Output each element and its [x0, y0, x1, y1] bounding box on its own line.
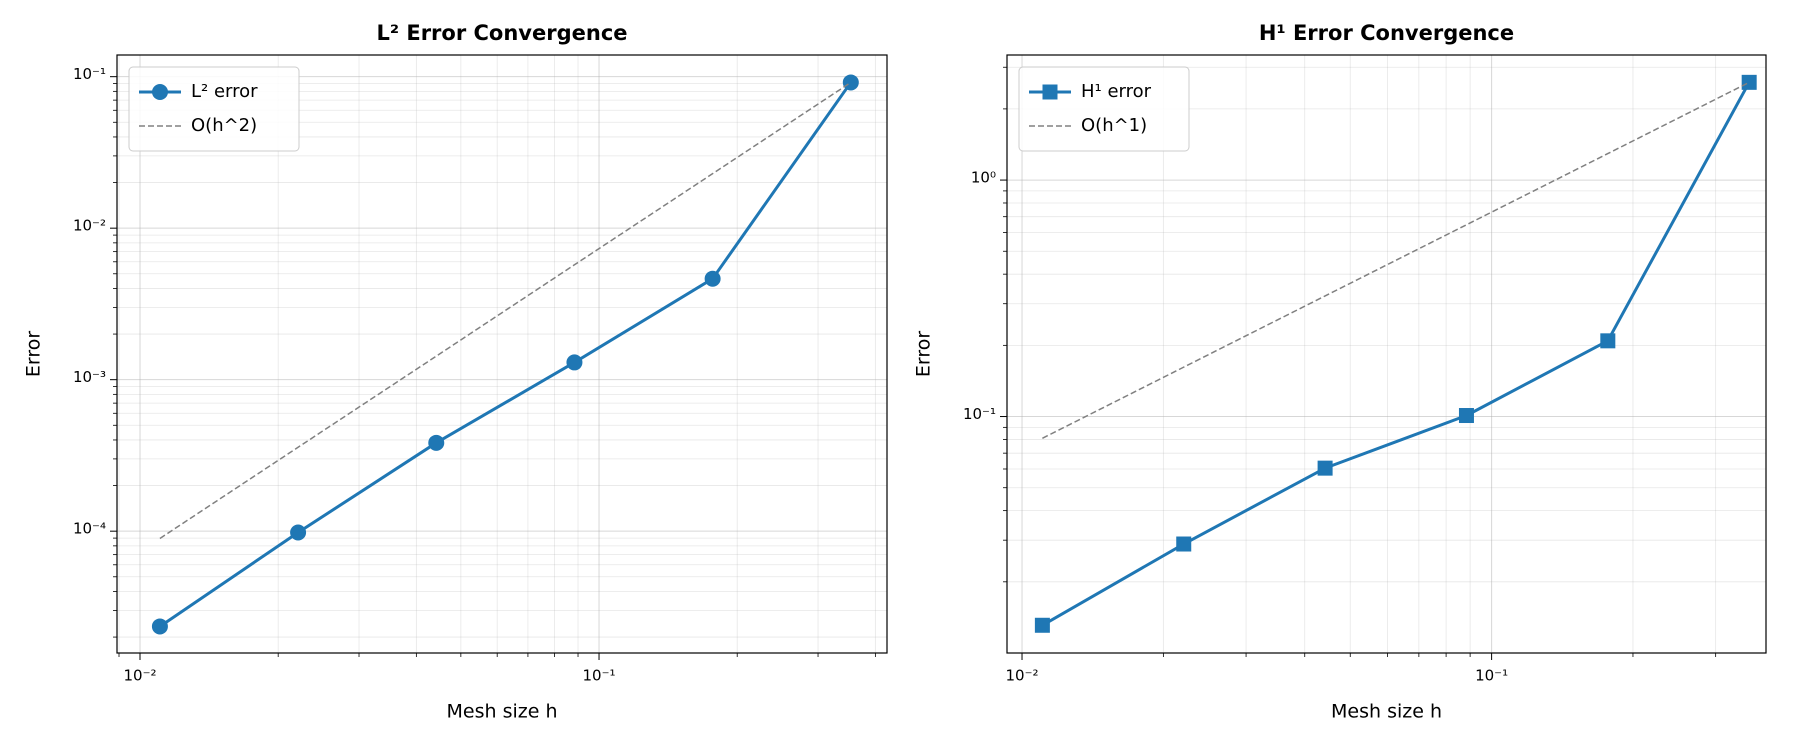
marker — [704, 270, 721, 287]
marker — [290, 524, 307, 541]
marker — [1600, 333, 1616, 349]
y-axis-label: Error — [913, 331, 935, 378]
y-tick-label: 10⁻² — [73, 217, 106, 235]
marker — [1317, 460, 1333, 476]
legend-label: O(h^1) — [1081, 115, 1147, 136]
x-tick-label: 10⁻² — [1006, 667, 1039, 685]
x-axis-label: Mesh size h — [1331, 701, 1442, 723]
legend-marker — [152, 84, 168, 100]
x-tick-label: 10⁻¹ — [1475, 667, 1508, 685]
marker — [842, 74, 859, 91]
legend-label: H¹ error — [1081, 81, 1152, 102]
legend-box — [128, 66, 300, 152]
marker — [566, 354, 583, 371]
y-tick-label: 10⁰ — [971, 169, 996, 187]
series-line — [159, 81, 853, 628]
marker — [151, 618, 168, 635]
series-line — [1041, 81, 1751, 627]
marker — [1176, 536, 1192, 552]
x-tick-label: 10⁻² — [123, 667, 156, 685]
y-tick-label: 10⁻¹ — [73, 65, 106, 83]
chart-title: L² Error Convergence — [376, 21, 627, 45]
marker — [1458, 408, 1474, 424]
chart-title: H¹ Error Convergence — [1259, 21, 1514, 45]
x-axis-label: Mesh size h — [447, 701, 558, 723]
y-tick-label: 10⁻⁴ — [73, 520, 106, 538]
marker — [428, 434, 445, 451]
x-tick-label: 10⁻¹ — [583, 667, 616, 685]
y-tick-label: 10⁻³ — [73, 368, 106, 386]
legend-box — [1018, 66, 1190, 152]
plot-frame — [1006, 54, 1767, 654]
y-tick-label: 10⁻¹ — [963, 405, 996, 423]
legend-label: O(h^2) — [191, 115, 257, 136]
y-axis-label: Error — [23, 331, 45, 378]
series-line — [159, 81, 852, 540]
series-line — [1042, 81, 1750, 439]
plot-frame — [116, 54, 888, 654]
legend-marker — [1042, 84, 1058, 100]
marker — [1741, 74, 1757, 90]
marker — [1034, 617, 1050, 633]
legend-label: L² error — [191, 81, 258, 102]
